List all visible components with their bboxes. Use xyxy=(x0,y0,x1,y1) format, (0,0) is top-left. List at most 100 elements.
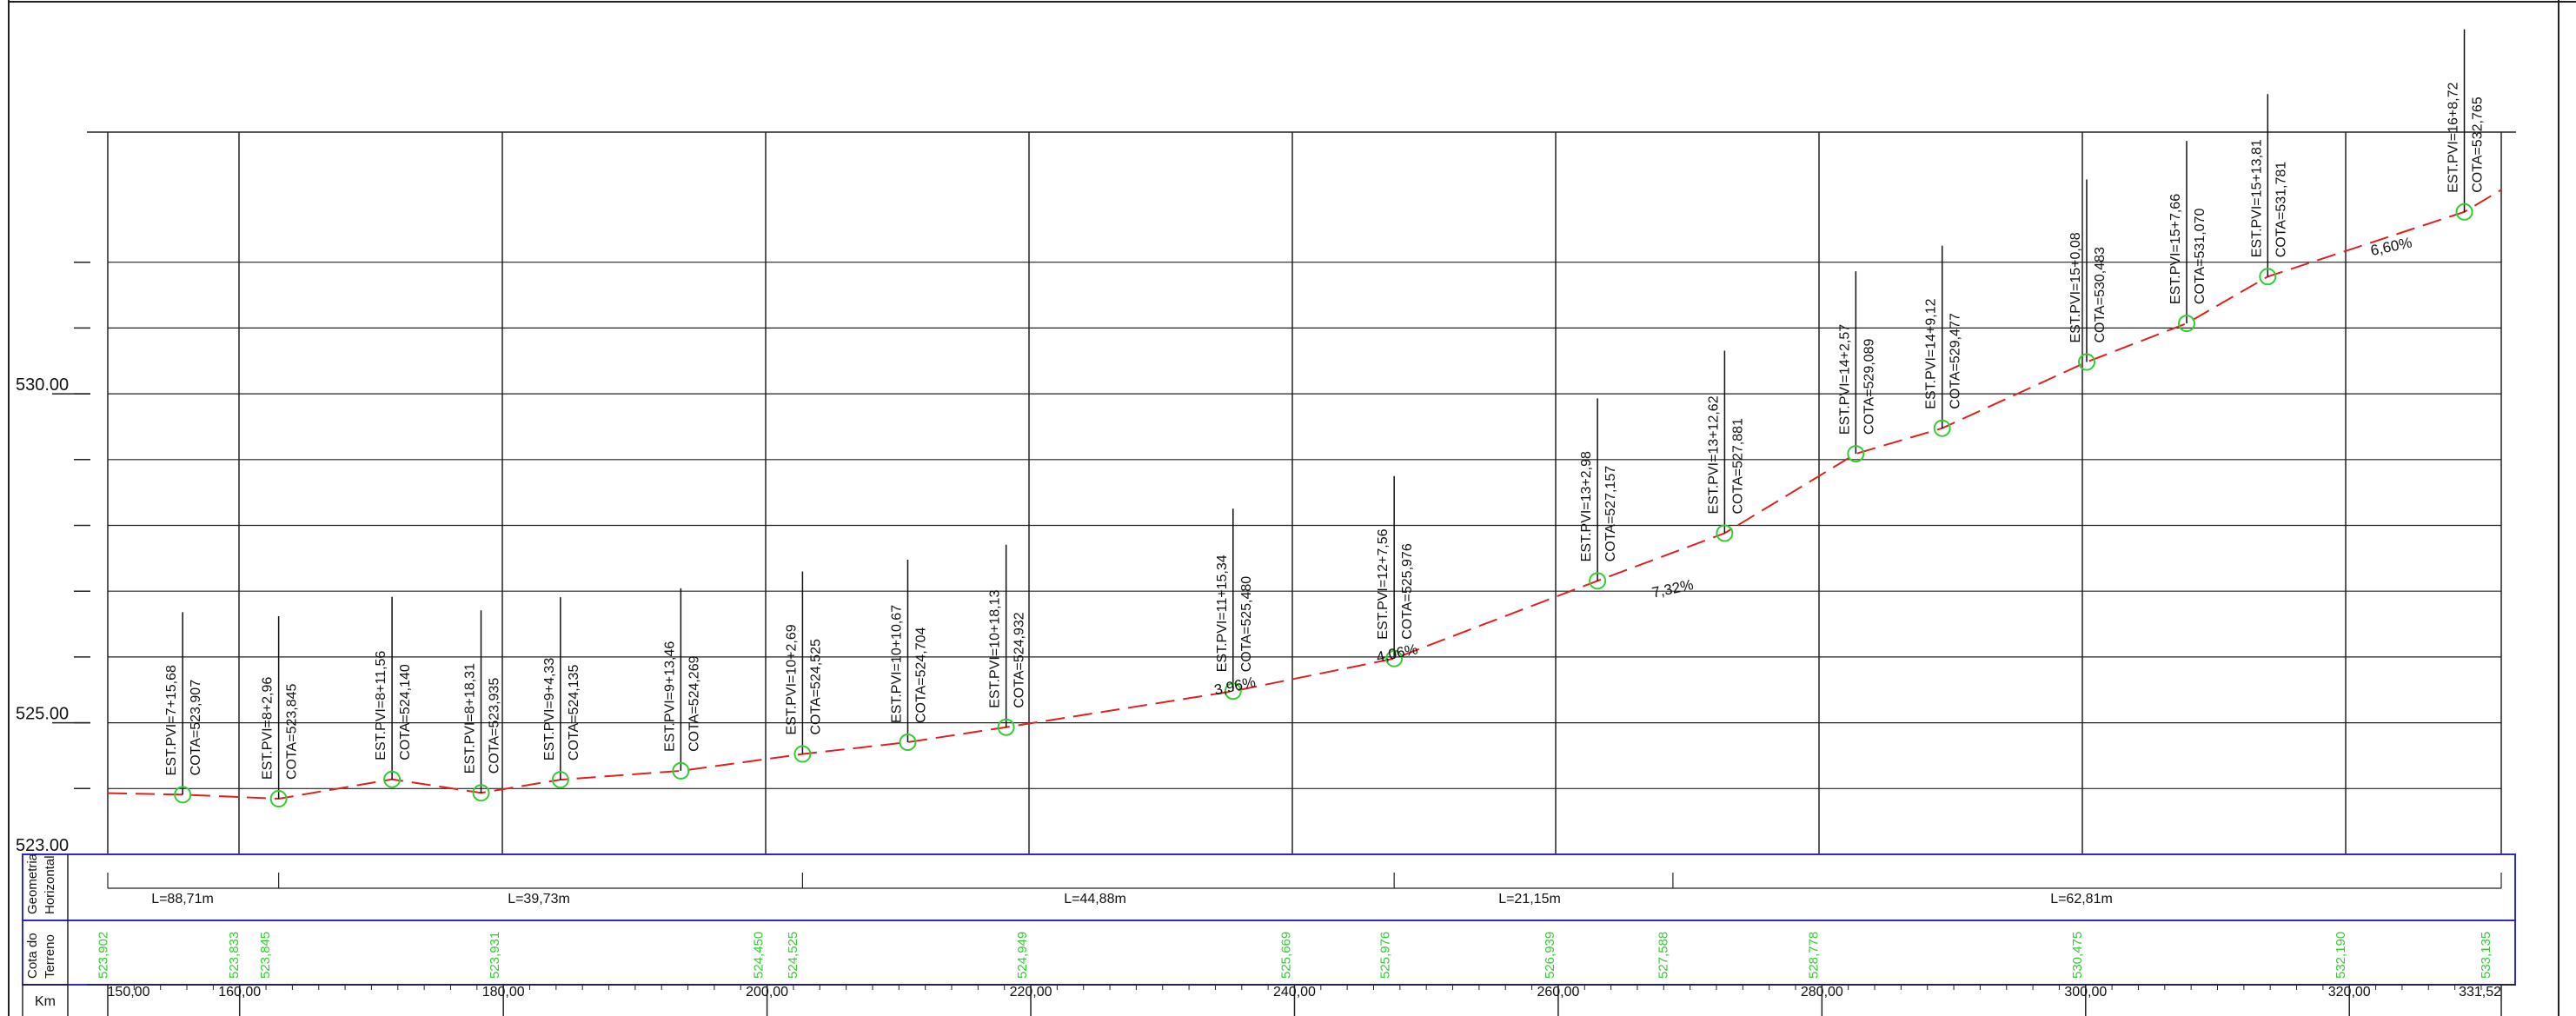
grade-percent-label: 6,60% xyxy=(2369,234,2413,259)
grade-labels: 3,96% 4,06% 7,32% 6,60% xyxy=(1212,234,2413,698)
pvi-station-label: EST.PVI=12+7,56 xyxy=(1376,528,1391,639)
vertical-alignment-line xyxy=(107,189,2502,800)
pvi-elevation-label: COTA=524,140 xyxy=(398,664,413,760)
pvi-elevation-label: COTA=524,932 xyxy=(1012,612,1027,708)
pvi-station-label: EST.PVI=9+4,33 xyxy=(542,658,557,760)
pvi-elevation-label: COTA=532,765 xyxy=(2471,96,2486,193)
pvi-marker xyxy=(383,770,402,788)
elevation-axis: 530.00 525.00 523.00 xyxy=(16,261,90,855)
grade-percent-label: 3,96% xyxy=(1212,674,1257,699)
km-label: 320,00 xyxy=(2328,985,2371,999)
pvi-elevation-label: COTA=525,480 xyxy=(1239,576,1254,673)
pvi-station-label: EST.PVI=8+2,96 xyxy=(261,677,276,780)
pvi-station-label: EST.PVI=8+18,31 xyxy=(463,663,478,774)
elevation-label: 523.00 xyxy=(16,836,69,855)
pvi-elevation-label: COTA=523,845 xyxy=(285,683,300,780)
pvi-marker xyxy=(551,771,569,789)
km-label: 200,00 xyxy=(746,985,788,999)
pvi-elevation-label: COTA=527,157 xyxy=(1603,466,1618,562)
terrain-elevation-value: 524,450 xyxy=(752,932,767,979)
terrain-elevation-value: 524,949 xyxy=(1015,932,1030,979)
terrain-elevation-value: 528,778 xyxy=(1806,932,1821,979)
geometria-band xyxy=(22,853,2516,921)
geometria-segment-label: L=62,81m xyxy=(2050,892,2113,906)
profile-grid xyxy=(87,131,2516,855)
terrain-elevation-value: 523,931 xyxy=(488,932,502,979)
terrain-elevation-value: 525,669 xyxy=(1278,932,1293,979)
pvi-marker xyxy=(997,718,1015,736)
pvi-station-label: EST.PVI=13+12,62 xyxy=(1706,395,1721,514)
pvi-elevation-label: COTA=530,483 xyxy=(2093,247,2108,343)
pvi-markers: EST.PVI=7+15,68 COTA=523,907 EST.PVI=8+2,9… xyxy=(164,29,2486,808)
pvi-marker xyxy=(269,790,288,808)
pvi-marker xyxy=(2455,203,2473,221)
km-label: 220,00 xyxy=(1010,985,1052,999)
geometria-segment-label: L=88,71m xyxy=(151,892,214,906)
geometria-row-label: Geometria xyxy=(25,853,40,914)
pvi-elevation-label: COTA=523,935 xyxy=(488,678,502,774)
terreno-row-label: Terreno xyxy=(43,934,57,979)
pvi-marker xyxy=(174,786,192,804)
km-label: 180,00 xyxy=(482,985,525,999)
km-label: 300,00 xyxy=(2064,985,2107,999)
pvi-station-label: EST.PVI=9+13,46 xyxy=(662,641,677,752)
pvi-elevation-label: COTA=523,907 xyxy=(189,680,203,776)
pvi-station-label: EST.PVI=10+10,67 xyxy=(889,605,904,723)
geometria-segment-label: L=21,15m xyxy=(1498,892,1561,906)
km-label: 240,00 xyxy=(1273,985,1316,999)
pvi-elevation-label: COTA=529,089 xyxy=(1862,339,1876,435)
pvi-marker xyxy=(2177,315,2195,333)
pvi-marker xyxy=(1933,419,1951,437)
pvi-marker xyxy=(2077,353,2095,371)
km-label: 331,52 xyxy=(2459,985,2501,999)
pvi-marker xyxy=(1847,445,1865,463)
geometria-segment-label: L=39,73m xyxy=(508,892,570,906)
pvi-elevation-label: COTA=531,070 xyxy=(2193,209,2208,305)
terreno-band xyxy=(22,920,2516,986)
pvi-station-label: EST.PVI=7+15,68 xyxy=(164,665,179,775)
pvi-marker xyxy=(1224,682,1242,701)
pvi-station-label: EST.PVI=10+18,13 xyxy=(988,590,1003,708)
terrain-elevation-value: 532,190 xyxy=(2334,932,2348,979)
km-label: 280,00 xyxy=(1801,985,1843,999)
pvi-station-label: EST.PVI=10+2,69 xyxy=(784,624,799,734)
terreno-row-label: Cota do xyxy=(25,933,40,979)
terrain-elevation-value: 525,976 xyxy=(1378,932,1392,979)
pvi-marker xyxy=(899,734,917,752)
pvi-marker xyxy=(1385,649,1404,667)
terrain-elevation-value: 526,939 xyxy=(1543,932,1557,979)
terrain-elevation-value: 533,135 xyxy=(2479,932,2493,979)
pvi-elevation-label: COTA=524,269 xyxy=(687,655,701,752)
pvi-marker xyxy=(793,745,812,763)
pvi-station-label: EST.PVI=11+15,34 xyxy=(1215,554,1230,672)
pvi-marker xyxy=(672,761,690,780)
terrain-elevation-value: 530,475 xyxy=(2070,932,2085,979)
pvi-elevation-label: COTA=529,477 xyxy=(1949,313,1963,409)
terrain-elevation-value: 524,525 xyxy=(786,932,800,979)
pvi-station-label: EST.PVI=16+8,72 xyxy=(2447,82,2461,192)
pvi-marker xyxy=(472,784,490,802)
grade-line xyxy=(107,189,2502,800)
pvi-marker xyxy=(1589,572,1607,590)
pvi-elevation-label: COTA=531,781 xyxy=(2274,162,2288,258)
terrain-elevation-value: 523,845 xyxy=(258,932,273,979)
pvi-station-label: EST.PVI=14+9,12 xyxy=(1924,298,1939,408)
km-label: 150,00 xyxy=(108,985,150,999)
pvi-elevation-label: COTA=527,881 xyxy=(1730,418,1745,515)
pvi-marker xyxy=(2259,268,2277,286)
data-bands: Geometria Horizontal Cota do Terreno Km L=88,… xyxy=(22,853,2516,1016)
pvi-station-label: EST.PVI=14+2,57 xyxy=(1837,324,1852,435)
terrain-elevation-value: 523,833 xyxy=(227,932,242,979)
drawing-frame xyxy=(8,0,2576,1016)
pvi-elevation-label: COTA=524,525 xyxy=(808,639,823,735)
grade-percent-label: 7,32% xyxy=(1650,576,1695,601)
grade-percent-label: 4,06% xyxy=(1375,641,1419,666)
pvi-marker xyxy=(1716,524,1734,542)
pvi-elevation-label: COTA=525,976 xyxy=(1400,543,1415,640)
pvi-station-label: EST.PVI=8+11,56 xyxy=(374,651,388,760)
km-label: 260,00 xyxy=(1537,985,1579,999)
km-row-label: Km xyxy=(35,994,56,1009)
elevation-label: 525.00 xyxy=(16,705,69,724)
